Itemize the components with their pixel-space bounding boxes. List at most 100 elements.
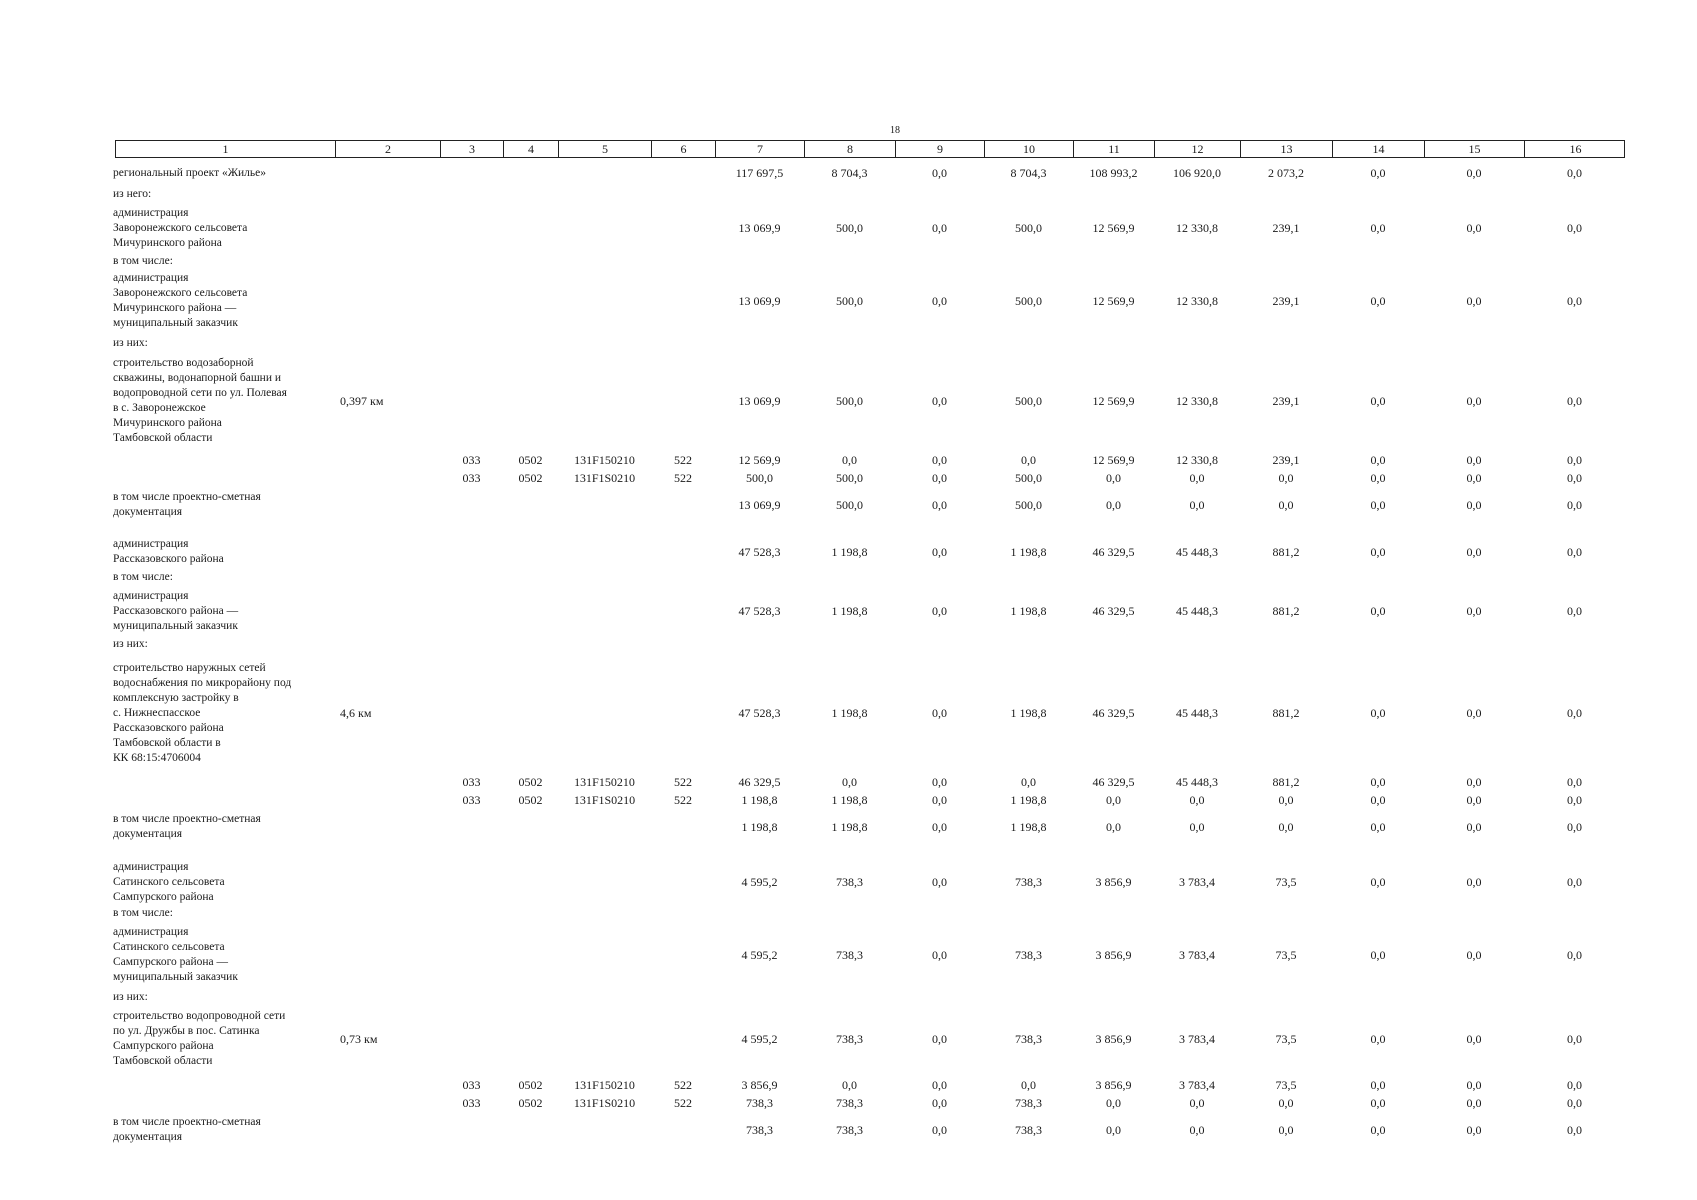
value-cell-col-8: 500,0 (836, 471, 863, 485)
value-cell-col-16: 0,0 (1567, 393, 1582, 408)
value-cell-col-10: 8 704,3 (1010, 166, 1047, 180)
code-cell-col-5: 131F150210 (574, 1078, 635, 1092)
column-header-1: 1 (116, 141, 336, 157)
value-cell-col-16: 0,0 (1567, 497, 1582, 512)
value-cell-col-12: 45 448,3 (1176, 604, 1218, 618)
table-row: администрация Сатинского сельсовета Самп… (0, 925, 1697, 985)
value-cell-col-7: 47 528,3 (738, 706, 781, 720)
value-cell-col-13: 73,5 (1275, 875, 1297, 889)
value-cell-col-15: 0,0 (1466, 793, 1482, 807)
value-cell-col-14: 0,0 (1370, 544, 1386, 559)
value-cell-col-10: 738,3 (1015, 1031, 1042, 1046)
value-cell-col-14: 0,0 (1370, 793, 1386, 807)
value-cell-col-9: 0,0 (932, 1078, 947, 1092)
value-cell-col-16: 0,0 (1567, 1078, 1582, 1092)
value-cell-col-7: 117 697,5 (735, 166, 784, 180)
value-cell-col-9: 0,0 (932, 604, 947, 618)
table-row: из них: (0, 990, 1697, 1005)
code-cell-col-6: 522 (674, 775, 692, 789)
value-cell-col-12: 0,0 (1189, 819, 1205, 834)
value-cell-col-15: 0,0 (1466, 947, 1482, 962)
value-cell-col-11: 3 856,9 (1095, 1031, 1132, 1046)
column-header-7: 7 (716, 141, 805, 157)
page-number: 18 (890, 125, 900, 136)
value-cell-col-11: 3 856,9 (1095, 1078, 1132, 1092)
value-cell-col-7: 4 595,2 (741, 875, 778, 889)
value-cell-col-13: 0,0 (1278, 497, 1294, 512)
value-cell-col-8: 738,3 (836, 1031, 863, 1046)
capacity-cell: 0,73 км (340, 1031, 378, 1046)
row-label: строительство водозаборной скважины, вод… (113, 357, 287, 444)
value-cell-col-10: 738,3 (1015, 947, 1042, 962)
value-cell-col-16: 0,0 (1567, 1096, 1582, 1110)
value-cell-col-11: 3 856,9 (1095, 875, 1132, 889)
value-cell-col-10: 500,0 (1015, 293, 1042, 308)
code-cell-col-4: 0502 (518, 1078, 543, 1092)
value-cell-col-14: 0,0 (1370, 819, 1386, 834)
value-cell-col-15: 0,0 (1466, 775, 1482, 789)
row-label: строительство наружных сетей водоснабжен… (113, 662, 292, 764)
value-cell-col-12: 3 783,4 (1179, 875, 1215, 889)
code-cell-col-5: 131F1S0210 (573, 793, 636, 807)
value-cell-col-15: 0,0 (1466, 471, 1482, 485)
code-cell-col-5: 131F150210 (574, 453, 635, 467)
code-cell-col-6: 522 (674, 471, 692, 485)
value-cell-col-14: 0,0 (1370, 166, 1386, 180)
value-cell-col-12: 12 330,8 (1176, 393, 1218, 408)
value-cell-col-16: 0,0 (1567, 706, 1582, 720)
table-row: из них: (0, 637, 1697, 652)
value-cell-col-15: 0,0 (1466, 166, 1482, 180)
value-cell-col-15: 0,0 (1466, 1096, 1482, 1110)
value-cell-col-16: 0,0 (1567, 947, 1582, 962)
value-cell-col-14: 0,0 (1370, 947, 1386, 962)
code-cell-col-5: 131F1S0210 (573, 471, 636, 485)
value-cell-col-7: 4 595,2 (741, 947, 778, 962)
row-label: администрация Рассказовского района — му… (113, 590, 239, 632)
value-cell-col-13: 0,0 (1278, 793, 1294, 807)
value-cell-col-10: 0,0 (1021, 775, 1036, 789)
table-row: строительство водозаборной скважины, вод… (0, 356, 1697, 446)
table-row: в том числе: (0, 570, 1697, 585)
value-cell-col-7: 1 198,8 (741, 793, 778, 807)
value-cell-col-14: 0,0 (1370, 497, 1386, 512)
row-label: строительство водопроводной сети по ул. … (113, 1010, 286, 1067)
value-cell-col-16: 0,0 (1567, 604, 1582, 618)
value-cell-col-16: 0,0 (1567, 471, 1582, 485)
value-cell-col-13: 0,0 (1278, 1122, 1294, 1137)
value-cell-col-10: 1 198,8 (1010, 706, 1047, 720)
value-cell-col-9: 0,0 (932, 875, 947, 889)
value-cell-col-10: 500,0 (1015, 393, 1042, 408)
value-cell-col-13: 73,5 (1275, 947, 1297, 962)
value-cell-col-7: 13 069,9 (738, 221, 781, 235)
table-row: 033 0502 131F150210 522 3 856,9 0,0 0,0 0,0 3 85… (0, 1078, 1697, 1093)
value-cell-col-14: 0,0 (1370, 706, 1386, 720)
value-cell-col-15: 0,0 (1466, 819, 1482, 834)
value-cell-col-7: 13 069,9 (738, 393, 781, 408)
value-cell-col-8: 738,3 (836, 1096, 863, 1110)
table-row: 033 0502 131F1S0210 522 1 198,8 1 198,8 0,0 1 1… (0, 793, 1697, 808)
value-cell-col-13: 881,2 (1272, 604, 1300, 618)
column-header-4: 4 (504, 141, 559, 157)
column-header-8: 8 (805, 141, 896, 157)
value-cell-col-11: 12 569,9 (1092, 221, 1135, 235)
row-label: в том числе: (113, 255, 173, 267)
value-cell-col-10: 738,3 (1015, 875, 1042, 889)
table-row: в том числе: (0, 254, 1697, 269)
value-cell-col-15: 0,0 (1466, 604, 1482, 618)
column-header-14: 14 (1333, 141, 1425, 157)
value-cell-col-9: 0,0 (932, 544, 947, 559)
value-cell-col-9: 0,0 (932, 471, 947, 485)
value-cell-col-11: 0,0 (1106, 471, 1121, 485)
value-cell-col-11: 46 329,5 (1092, 544, 1135, 559)
column-header-9: 9 (896, 141, 985, 157)
value-cell-col-14: 0,0 (1370, 775, 1386, 789)
value-cell-col-8: 500,0 (836, 393, 863, 408)
row-label: в том числе: (113, 907, 173, 919)
column-header-6: 6 (652, 141, 716, 157)
column-header-16: 16 (1569, 142, 1582, 156)
table-row: из них: (0, 336, 1697, 351)
value-cell-col-9: 0,0 (932, 706, 947, 720)
value-cell-col-12: 12 330,8 (1176, 293, 1218, 308)
value-cell-col-14: 0,0 (1370, 1078, 1386, 1092)
